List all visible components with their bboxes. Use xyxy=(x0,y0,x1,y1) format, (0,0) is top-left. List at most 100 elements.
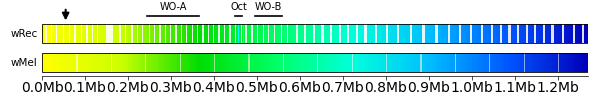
Bar xyxy=(298,24,299,43)
Bar xyxy=(257,24,258,43)
Bar xyxy=(83,54,84,72)
Bar xyxy=(267,24,268,43)
Bar xyxy=(88,54,89,72)
Bar xyxy=(209,24,211,43)
Bar xyxy=(283,54,284,72)
Bar xyxy=(571,54,572,72)
Bar xyxy=(567,24,568,43)
Bar xyxy=(263,54,264,72)
Bar xyxy=(313,24,314,43)
Bar xyxy=(307,54,308,72)
Bar xyxy=(383,24,384,43)
Bar xyxy=(178,24,179,43)
Bar xyxy=(490,54,491,72)
Bar xyxy=(518,54,519,72)
Bar xyxy=(419,24,420,43)
Bar xyxy=(363,54,364,72)
Bar xyxy=(391,24,392,43)
Bar xyxy=(137,24,138,43)
Bar xyxy=(160,54,161,72)
Bar xyxy=(154,54,155,72)
Bar xyxy=(132,54,133,72)
Bar xyxy=(229,24,230,43)
Bar xyxy=(205,54,206,72)
Bar xyxy=(538,54,539,72)
Bar xyxy=(133,54,134,72)
Bar xyxy=(548,54,549,72)
Bar xyxy=(106,24,107,43)
Bar xyxy=(277,24,278,43)
Bar xyxy=(109,24,110,43)
Bar xyxy=(107,54,109,72)
Bar xyxy=(181,24,182,43)
Bar xyxy=(295,54,296,72)
Bar xyxy=(176,24,177,43)
Bar xyxy=(434,54,435,72)
Bar xyxy=(553,24,554,43)
Bar xyxy=(421,24,422,43)
Bar xyxy=(503,24,505,43)
Bar xyxy=(80,24,82,43)
Bar xyxy=(312,54,313,72)
Bar xyxy=(532,54,533,72)
Bar xyxy=(530,24,531,43)
Bar xyxy=(227,24,228,43)
Bar xyxy=(340,54,341,72)
Bar xyxy=(347,24,348,43)
Bar xyxy=(367,54,368,72)
Bar xyxy=(162,54,163,72)
Bar xyxy=(337,54,338,72)
Bar xyxy=(322,24,323,43)
Bar xyxy=(379,24,380,43)
Bar xyxy=(458,54,459,72)
Bar xyxy=(336,54,337,72)
Bar xyxy=(179,24,181,43)
Bar xyxy=(76,24,77,43)
Bar xyxy=(67,54,68,72)
Bar xyxy=(292,54,293,72)
Bar xyxy=(438,24,439,43)
Bar xyxy=(460,24,461,43)
Bar xyxy=(535,24,536,43)
Bar xyxy=(406,54,407,72)
Bar xyxy=(585,24,586,43)
Bar xyxy=(348,54,349,72)
Bar xyxy=(52,54,53,72)
Bar xyxy=(218,24,220,43)
Bar xyxy=(558,24,559,43)
Bar xyxy=(296,54,297,72)
Bar xyxy=(449,24,451,43)
Bar xyxy=(451,54,452,72)
Bar xyxy=(150,24,151,43)
Bar xyxy=(362,54,364,72)
Bar xyxy=(378,24,379,43)
Bar xyxy=(74,54,75,72)
Bar xyxy=(504,54,505,72)
Bar xyxy=(174,24,175,43)
Bar xyxy=(325,24,326,43)
Bar xyxy=(534,24,536,43)
Bar xyxy=(280,54,281,72)
Bar xyxy=(562,24,563,43)
Bar xyxy=(368,24,369,43)
Bar xyxy=(422,24,424,43)
Bar xyxy=(119,24,121,43)
Bar xyxy=(50,54,51,72)
Bar xyxy=(259,24,260,43)
Bar xyxy=(283,24,284,43)
Bar xyxy=(60,54,61,72)
Bar xyxy=(179,54,181,72)
Bar xyxy=(449,54,450,72)
Bar xyxy=(489,54,490,72)
Bar xyxy=(285,24,286,43)
Bar xyxy=(440,24,442,43)
Bar xyxy=(574,54,575,72)
Bar xyxy=(447,54,448,72)
Bar xyxy=(326,54,327,72)
Bar xyxy=(322,54,323,72)
Bar xyxy=(454,54,455,72)
Bar xyxy=(583,54,584,72)
Bar xyxy=(192,54,193,72)
Bar xyxy=(306,54,307,72)
Bar xyxy=(193,24,194,43)
